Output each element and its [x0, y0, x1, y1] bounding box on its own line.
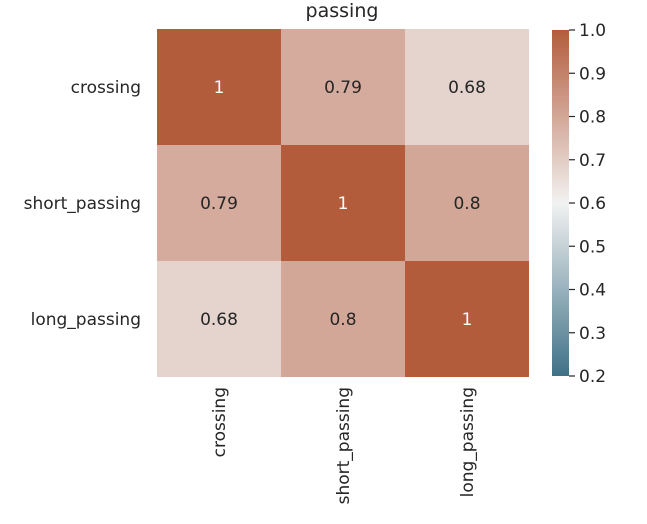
x-tick-label: long_passing	[458, 387, 478, 497]
cell-annotation: 1	[214, 78, 225, 98]
x-tick-label: short_passing	[334, 387, 354, 504]
colorbar-tick-label: 0.8	[579, 108, 606, 128]
x-tick-label: crossing	[210, 387, 230, 457]
cell-annotation: 0.68	[448, 78, 486, 98]
cell-annotation: 1	[462, 310, 473, 330]
heatmap-cell	[157, 29, 281, 145]
colorbar-ticks: 1.0 0.9 0.8 0.7 0.6 0.5 0.4 0.3 0.2	[569, 21, 606, 387]
colorbar-gradient	[552, 30, 569, 376]
colorbar-tick-label: 0.4	[579, 281, 606, 301]
colorbar-tick-label: 0.3	[579, 324, 606, 344]
x-tick-labels: crossing short_passing long_passing	[210, 387, 478, 504]
heatmap-cell	[281, 145, 405, 261]
heatmap-cell	[281, 29, 405, 145]
cell-annotation: 0.79	[200, 194, 238, 214]
colorbar-tick-label: 0.6	[579, 194, 606, 214]
cell-annotation: 1	[338, 194, 349, 214]
cell-annotation: 0.8	[329, 310, 356, 330]
chart-title: passing	[306, 0, 379, 22]
heatmap-cell	[157, 261, 281, 377]
cell-annotation: 0.79	[324, 78, 362, 98]
colorbar-tick-label: 0.9	[579, 64, 606, 84]
y-tick-label: short_passing	[24, 194, 141, 214]
heatmap-cell	[405, 29, 529, 145]
colorbar-tick-label: 0.2	[579, 367, 606, 387]
heatmap-cell	[157, 145, 281, 261]
colorbar-tick-label: 0.7	[579, 151, 606, 171]
heatmap-cell	[405, 145, 529, 261]
colorbar-tick-label: 0.5	[579, 237, 606, 257]
y-tick-label: crossing	[71, 78, 141, 98]
cell-annotation: 0.8	[453, 194, 480, 214]
cell-annotation: 0.68	[200, 310, 238, 330]
y-tick-labels: crossing short_passing long_passing	[24, 78, 141, 330]
heatmap-cells: 1 0.79 0.68 0.79 1 0.8 0.68 0.8 1	[157, 29, 529, 377]
heatmap-cell	[405, 261, 529, 377]
heatmap-cell	[281, 261, 405, 377]
colorbar-tick-label: 1.0	[579, 21, 606, 41]
y-tick-label: long_passing	[31, 310, 141, 330]
colorbar	[552, 30, 569, 376]
